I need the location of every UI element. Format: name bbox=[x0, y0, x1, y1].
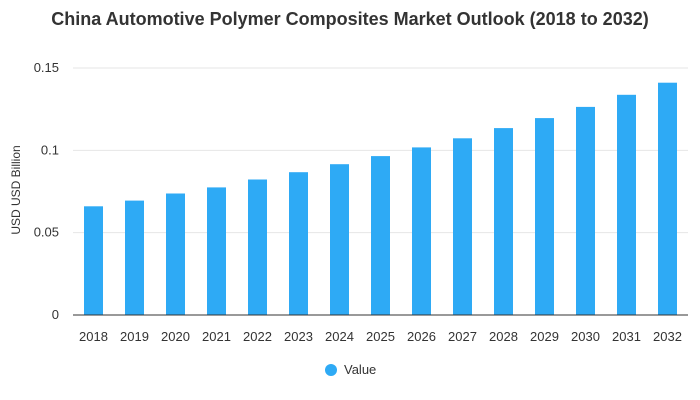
x-tick-label: 2025 bbox=[366, 329, 395, 344]
x-tick-label: 2028 bbox=[489, 329, 518, 344]
bar-2027[interactable] bbox=[453, 138, 472, 315]
x-tick-label: 2019 bbox=[120, 329, 149, 344]
bar-2018[interactable] bbox=[84, 206, 103, 315]
y-axis-label: USD USD Billion bbox=[9, 145, 23, 234]
bars bbox=[84, 82, 677, 316]
x-tick-label: 2022 bbox=[243, 329, 272, 344]
x-tick-label: 2027 bbox=[448, 329, 477, 344]
bar-2028[interactable] bbox=[494, 128, 513, 315]
bar-2025[interactable] bbox=[371, 156, 390, 315]
x-tick-label: 2018 bbox=[79, 329, 108, 344]
x-tick-label: 2032 bbox=[653, 329, 682, 344]
y-tick-label: 0.05 bbox=[34, 225, 59, 240]
legend-label: Value bbox=[344, 362, 376, 377]
x-tick-label: 2021 bbox=[202, 329, 231, 344]
bar-2022[interactable] bbox=[248, 179, 267, 316]
bar-2032[interactable] bbox=[658, 82, 677, 315]
x-tick-label: 2030 bbox=[571, 329, 600, 344]
x-tick-label: 2023 bbox=[284, 329, 313, 344]
bar-2020[interactable] bbox=[166, 193, 185, 316]
y-tick-label: 0.1 bbox=[41, 142, 59, 157]
x-tick-label: 2026 bbox=[407, 329, 436, 344]
legend[interactable]: Value bbox=[325, 362, 376, 377]
bar-2019[interactable] bbox=[125, 200, 144, 315]
x-tick-label: 2024 bbox=[325, 329, 354, 344]
legend-marker bbox=[325, 364, 337, 376]
bar-2030[interactable] bbox=[576, 106, 595, 316]
bar-2023[interactable] bbox=[289, 172, 308, 315]
bar-2029[interactable] bbox=[535, 118, 554, 315]
y-tick-label: 0.15 bbox=[34, 60, 59, 75]
axes: 0 0.05 0.1 0.15 2018 2019 2020 2021 2022 2023 2024… bbox=[34, 60, 688, 344]
bar-2026[interactable] bbox=[412, 147, 431, 315]
bar-2031[interactable] bbox=[617, 94, 636, 315]
y-tick-label: 0 bbox=[52, 307, 59, 322]
x-tick-label: 2031 bbox=[612, 329, 641, 344]
bar-2024[interactable] bbox=[330, 164, 349, 315]
chart-title: China Automotive Polymer Composites Mark… bbox=[51, 9, 649, 29]
x-tick-label: 2029 bbox=[530, 329, 559, 344]
x-tick-label: 2020 bbox=[161, 329, 190, 344]
bar-2021[interactable] bbox=[207, 187, 226, 315]
